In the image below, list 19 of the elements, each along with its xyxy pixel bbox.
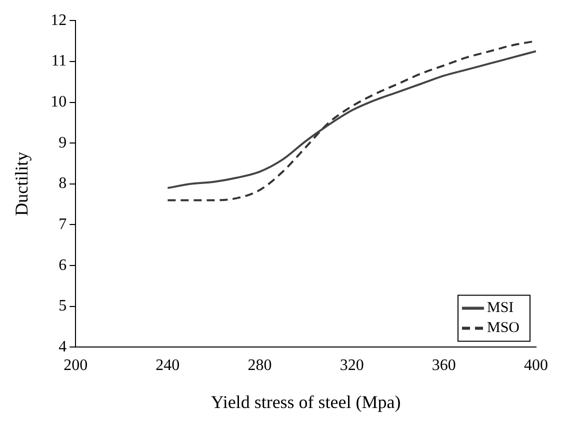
y-tick-label: 7 [58, 216, 67, 233]
legend-label: MSI [487, 300, 514, 316]
y-tick-label: 6 [58, 256, 67, 274]
x-tick-label: 280 [248, 357, 272, 374]
y-tick-label: 12 [50, 12, 67, 29]
x-tick-label: 320 [340, 357, 364, 374]
x-tick-label: 240 [156, 357, 180, 374]
y-tick-label: 9 [58, 134, 67, 152]
x-axis-title: Yield stress of steel (Mpa) [210, 392, 401, 412]
y-tick-label: 10 [50, 93, 67, 110]
x-tick-label: 400 [524, 357, 548, 374]
y-tick-label: 4 [58, 338, 67, 356]
x-tick-label: 200 [64, 357, 88, 374]
y-tick-label: 8 [58, 175, 67, 192]
y-tick-label: 5 [58, 298, 67, 315]
x-tick-label: 360 [432, 357, 456, 374]
y-tick-label: 11 [51, 52, 67, 70]
y-axis-title: Ductility [12, 152, 32, 216]
legend-label: MSO [487, 320, 520, 336]
